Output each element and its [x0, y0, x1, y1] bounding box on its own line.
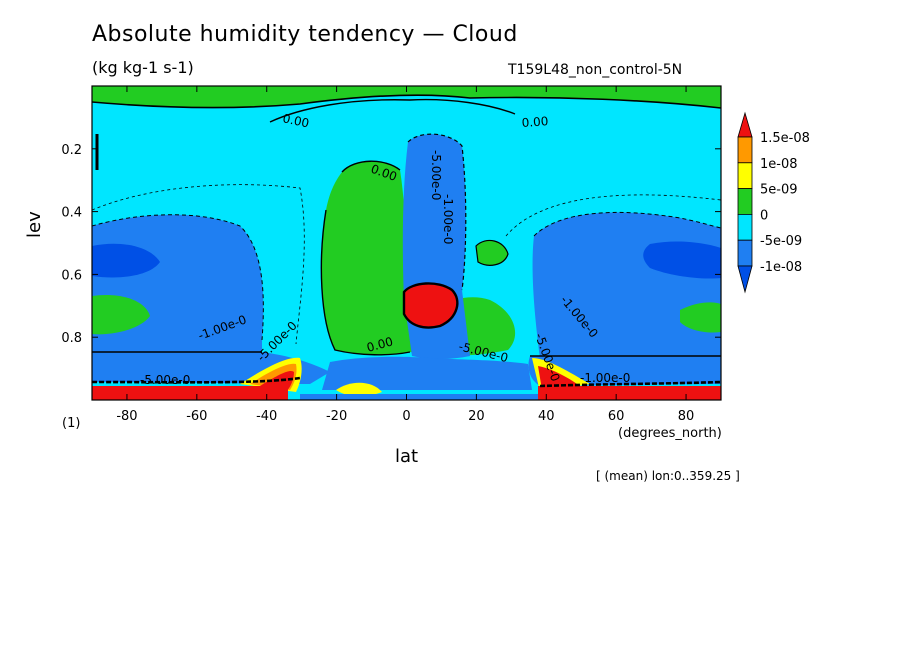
field-red-bottom-left	[92, 386, 288, 400]
contour-label: 0.00	[521, 114, 549, 130]
contour-lines	[92, 94, 721, 388]
contour-label: 0.00	[281, 111, 310, 130]
y-axis: 0.2 0.4 0.6 0.8	[61, 143, 721, 346]
colorbar: 1.5e-08 1e-08 5e-09 0 -5e-09 -1e-08	[737, 111, 810, 294]
field-left-green	[92, 294, 150, 335]
y-tick-label: 0.6	[61, 268, 82, 283]
y-tick-label: 0.2	[61, 143, 82, 158]
field-yellow-mid	[336, 382, 382, 397]
contour-central-blue	[407, 133, 467, 291]
x-tick-label: 20	[468, 409, 485, 424]
field-blue-bottom-mid	[300, 394, 538, 400]
contour-top	[92, 94, 721, 109]
colorbar-segment	[737, 188, 753, 215]
colorbar-segment	[737, 136, 753, 164]
colorbar-label: 0	[760, 208, 768, 223]
field-central-green	[321, 161, 516, 356]
contour-bottom-solid	[92, 351, 721, 357]
contour-green-blob	[475, 239, 509, 266]
x-tick-label: -40	[256, 409, 277, 424]
contour-red-blob	[402, 282, 459, 329]
field-top-green	[92, 86, 721, 108]
field-red-bottom-right	[538, 386, 721, 400]
y-tick-label: 0.4	[61, 206, 82, 221]
x-tick-label: 0	[402, 409, 410, 424]
field-lower-blue	[322, 356, 532, 390]
contour-central-green	[320, 160, 411, 356]
colorbar-segment	[737, 162, 753, 190]
colorbar-label: 5e-09	[760, 183, 798, 198]
y-axis-unit: (1)	[62, 416, 81, 431]
contour-bottom	[92, 376, 721, 388]
contour-right-lobe-outer	[505, 194, 721, 237]
x-tick-label: 80	[678, 409, 695, 424]
field-right-green	[680, 302, 721, 333]
contour-label: 0.00	[365, 334, 394, 354]
contour-left-lobe	[92, 214, 264, 341]
colorbar-extend-low	[737, 265, 753, 294]
colorbar-label: 1e-08	[760, 157, 798, 172]
contour-fields	[92, 86, 721, 400]
field-right-blue	[532, 212, 721, 358]
x-tick-label: -60	[186, 409, 207, 424]
contour-label: -5.00e-0	[429, 150, 443, 200]
x-axis: -80 -60 -40 -20 0 20 40 60 80	[116, 86, 694, 424]
contour-label: -1.00e-0	[580, 371, 630, 385]
field-green-blob	[476, 240, 508, 266]
colorbar-label: 1.5e-08	[760, 131, 810, 146]
y-tick-label: 0.8	[61, 331, 82, 346]
contour-right-lobe	[533, 211, 721, 237]
colorbar-segment	[737, 239, 753, 267]
x-tick-label: -20	[326, 409, 347, 424]
colorbar-extend-high	[737, 111, 753, 138]
x-axis-label: lat	[395, 446, 419, 467]
colorbar-segment	[737, 213, 753, 241]
x-tick-label: 60	[608, 409, 625, 424]
run-label: T159L48_non_control-5N	[508, 62, 683, 78]
colorbar-label: -1e-08	[760, 260, 802, 275]
contour-label: -5.00e-0	[140, 373, 190, 387]
chart-units: (kg kg-1 s-1)	[92, 58, 194, 77]
x-tick-label: -80	[116, 409, 137, 424]
contour-label: -1.00e-0	[441, 194, 455, 244]
mean-note: [ (mean) lon:0..359.25 ]	[596, 469, 740, 483]
field-right-blue-dark	[643, 241, 721, 279]
colorbar-label: -5e-09	[760, 234, 802, 249]
field-left-blue-dark	[92, 243, 160, 278]
contour-left-lobe-outer	[92, 184, 305, 345]
field-red-blob	[404, 283, 458, 328]
x-axis-unit: (degrees_north)	[618, 426, 722, 441]
x-tick-label: 40	[538, 409, 555, 424]
field-left-blue	[92, 214, 264, 357]
chart-title: Absolute humidity tendency — Cloud	[92, 22, 518, 47]
contour-top-notch	[269, 98, 516, 123]
